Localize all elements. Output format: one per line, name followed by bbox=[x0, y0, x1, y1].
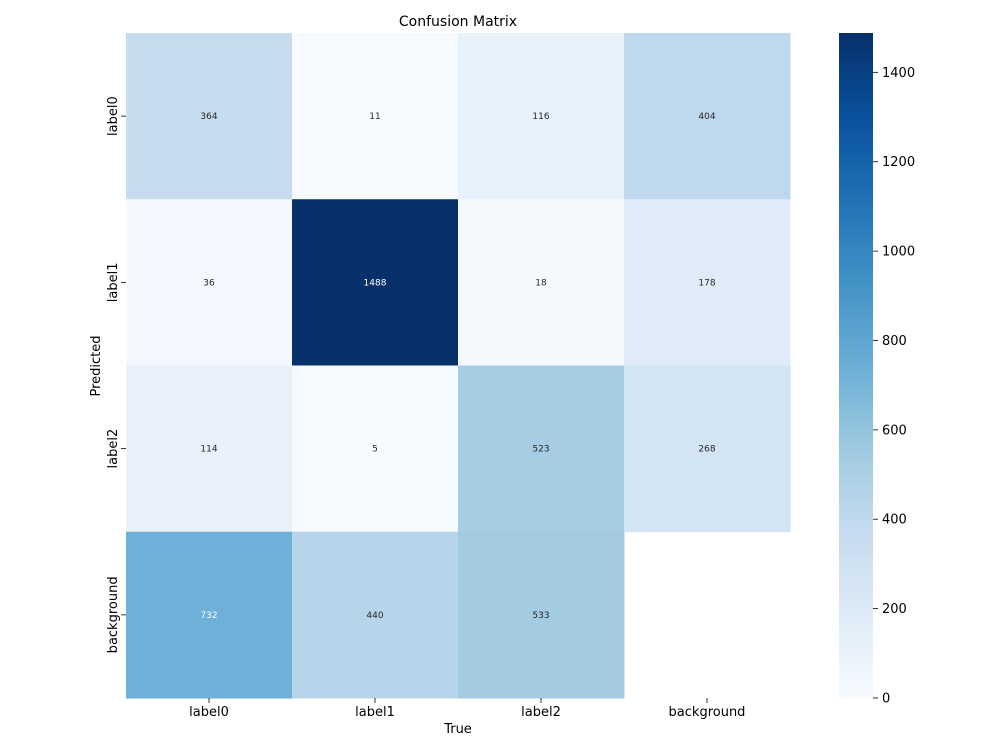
x-axis: label0 label1 label2 background bbox=[189, 698, 745, 720]
heatmap-cell bbox=[624, 33, 791, 200]
cell-value-label: 5 bbox=[372, 445, 378, 455]
colorbar-tick-label: 800 bbox=[882, 334, 907, 349]
cell-value-label: 440 bbox=[366, 611, 383, 621]
y-tick-label: label2 bbox=[106, 429, 121, 469]
x-tick-label: label2 bbox=[521, 705, 561, 720]
cell-value-label: 404 bbox=[698, 112, 715, 122]
colorbar-ticks: 0 200 400 600 800 1000 1200 1400 bbox=[873, 66, 915, 707]
y-axis: label0 label1 label2 background bbox=[106, 96, 126, 653]
x-tick-label: label0 bbox=[189, 705, 229, 720]
cell-value-label: 114 bbox=[200, 445, 217, 455]
heatmap-cell bbox=[292, 33, 459, 200]
heatmap-cell bbox=[458, 33, 625, 200]
cell-value-label: 364 bbox=[200, 112, 217, 122]
cell-value-label: 11 bbox=[369, 112, 380, 122]
cell-value-label: 268 bbox=[698, 445, 715, 455]
heatmap-cell bbox=[458, 531, 625, 699]
cell-value-label: 523 bbox=[532, 445, 549, 455]
cell-value-label: 533 bbox=[532, 611, 549, 621]
colorbar-tick-label: 600 bbox=[882, 423, 907, 438]
heatmap-cell bbox=[292, 531, 459, 699]
colorbar-tick-label: 1400 bbox=[882, 66, 915, 81]
y-tick-label: background bbox=[106, 576, 121, 653]
x-axis-label: True bbox=[443, 722, 472, 737]
cell-value-label: 18 bbox=[535, 278, 547, 288]
chart-title: Confusion Matrix bbox=[399, 14, 517, 30]
heatmap-cell bbox=[126, 33, 293, 200]
y-axis-label: Predicted bbox=[89, 335, 104, 396]
colorbar-tick-label: 400 bbox=[882, 513, 907, 528]
cell-value-label: 36 bbox=[203, 278, 215, 288]
heatmap-cell bbox=[126, 199, 293, 366]
y-tick-label: label0 bbox=[106, 96, 121, 136]
cell-value-label: 1488 bbox=[364, 278, 387, 288]
colorbar-tick-label: 200 bbox=[882, 602, 907, 617]
colorbar-tick-label: 1200 bbox=[882, 155, 915, 170]
colorbar-tick-label: 1000 bbox=[882, 245, 915, 260]
x-tick-label: label1 bbox=[355, 705, 395, 720]
colorbar bbox=[839, 33, 873, 698]
y-tick-label: label1 bbox=[106, 263, 121, 303]
cell-value-label: 732 bbox=[200, 611, 217, 621]
heatmap-cell bbox=[126, 531, 293, 699]
heatmap-cell bbox=[458, 199, 625, 366]
heatmap-cell-labels: 364 11 116 404 36 1488 18 178 114 5 523 268 732 440 53… bbox=[200, 112, 715, 621]
colorbar-tick-label: 0 bbox=[882, 692, 890, 707]
heatmap-cell bbox=[292, 365, 459, 533]
heatmap-cells bbox=[126, 33, 791, 699]
heatmap-cell bbox=[292, 199, 459, 366]
heatmap-cell bbox=[624, 365, 791, 533]
cell-value-label: 178 bbox=[698, 278, 715, 288]
x-tick-label: background bbox=[669, 705, 746, 720]
heatmap-cell bbox=[458, 365, 625, 533]
heatmap-cell bbox=[126, 365, 293, 533]
cell-value-label: 116 bbox=[532, 112, 549, 122]
heatmap-cell bbox=[624, 199, 791, 366]
